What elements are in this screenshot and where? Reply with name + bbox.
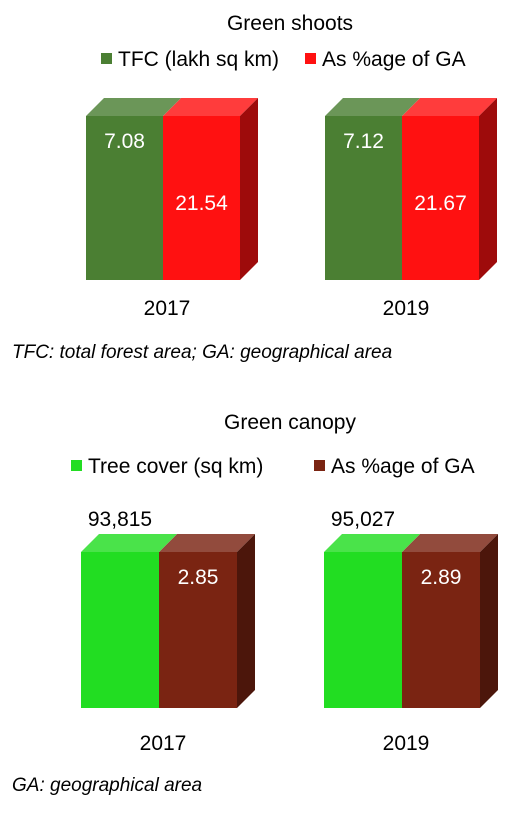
green-canopy-category-label-2017: 2017 — [140, 732, 187, 755]
green-canopy-value-label-2019-s1: 2.89 — [421, 566, 462, 589]
green-canopy-value-label-2019-s0: 95,027 — [331, 508, 395, 531]
green-shoots-value-label-2019-s1: 21.67 — [414, 192, 467, 215]
green-shoots-legend-swatch-0 — [101, 53, 112, 64]
green-shoots-legend-label-1: As %age of GA — [322, 48, 466, 71]
green-canopy-title: Green canopy — [224, 411, 356, 434]
green-shoots-chart: Green shoots TFC (lakh sq km) As %age of G… — [12, 12, 497, 363]
green-canopy-legend-swatch-0 — [71, 460, 82, 471]
green-canopy-value-label-2017-s0: 93,815 — [88, 508, 152, 531]
green-shoots-value-label-2017-s0: 7.08 — [104, 130, 145, 153]
green-shoots-title: Green shoots — [227, 12, 353, 35]
green-shoots-category-label-2017: 2017 — [144, 297, 191, 320]
green-canopy-bar-2019-s0 — [324, 534, 420, 708]
green-canopy-bar-2017-s1 — [159, 534, 255, 708]
green-shoots-footnote: TFC: total forest area; GA: geographical… — [12, 342, 392, 363]
green-canopy-legend-swatch-1 — [314, 460, 325, 471]
green-shoots-bar-2019-s1 — [402, 98, 497, 280]
green-shoots-bar-2017-s1 — [163, 98, 258, 280]
green-canopy-bar-2019-s1 — [402, 534, 498, 708]
green-canopy-bar-2017-s0 — [81, 534, 177, 708]
green-canopy-value-label-2017-s1: 2.85 — [178, 566, 219, 589]
green-canopy-legend-label-1: As %age of GA — [331, 455, 475, 478]
green-shoots-legend-swatch-1 — [305, 53, 316, 64]
green-canopy-category-label-2019: 2019 — [383, 732, 430, 755]
green-canopy-chart: Green canopy Tree cover (sq km) As %age of… — [12, 411, 498, 796]
green-shoots-bar-2019-s0 — [325, 98, 420, 280]
green-shoots-value-label-2019-s0: 7.12 — [343, 130, 384, 153]
green-canopy-legend-label-0: Tree cover (sq km) — [88, 455, 263, 478]
green-shoots-legend-label-0: TFC (lakh sq km) — [118, 48, 279, 71]
green-shoots-category-label-2019: 2019 — [383, 297, 430, 320]
green-shoots-value-label-2017-s1: 21.54 — [175, 192, 228, 215]
green-canopy-footnote: GA: geographical area — [12, 775, 202, 796]
green-shoots-bar-2017-s0 — [86, 98, 181, 280]
